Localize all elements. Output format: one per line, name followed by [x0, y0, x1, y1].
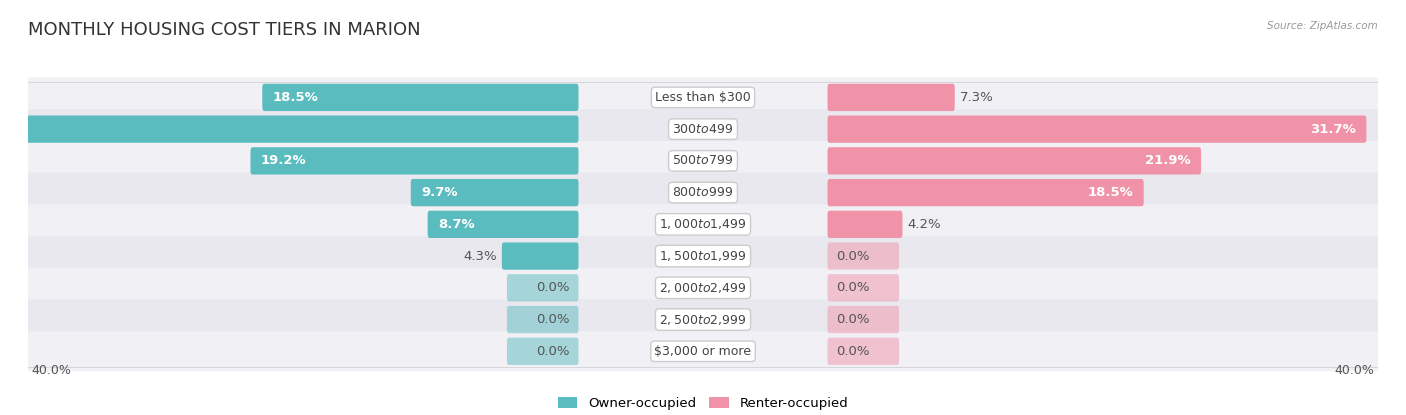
FancyBboxPatch shape [27, 173, 1379, 212]
Text: $300 to $499: $300 to $499 [672, 123, 734, 136]
Text: 4.3%: 4.3% [464, 249, 498, 263]
Text: $1,500 to $1,999: $1,500 to $1,999 [659, 249, 747, 263]
FancyBboxPatch shape [27, 204, 1379, 244]
FancyBboxPatch shape [27, 141, 1379, 181]
Text: $2,500 to $2,999: $2,500 to $2,999 [659, 312, 747, 327]
FancyBboxPatch shape [828, 179, 1143, 206]
Text: $800 to $999: $800 to $999 [672, 186, 734, 199]
FancyBboxPatch shape [828, 115, 1367, 143]
Text: $3,000 or more: $3,000 or more [655, 345, 751, 358]
FancyBboxPatch shape [250, 147, 578, 175]
Text: 19.2%: 19.2% [262, 154, 307, 167]
Text: 18.5%: 18.5% [273, 91, 319, 104]
Text: 0.0%: 0.0% [837, 313, 870, 326]
Text: 8.7%: 8.7% [439, 218, 475, 231]
Text: 7.3%: 7.3% [959, 91, 993, 104]
Text: 0.0%: 0.0% [536, 313, 569, 326]
Legend: Owner-occupied, Renter-occupied: Owner-occupied, Renter-occupied [553, 392, 853, 415]
FancyBboxPatch shape [828, 242, 898, 270]
FancyBboxPatch shape [828, 306, 898, 333]
Text: 9.7%: 9.7% [422, 186, 458, 199]
FancyBboxPatch shape [828, 274, 898, 301]
FancyBboxPatch shape [828, 338, 898, 365]
Text: 0.0%: 0.0% [837, 345, 870, 358]
FancyBboxPatch shape [27, 268, 1379, 308]
FancyBboxPatch shape [508, 274, 578, 301]
Text: 4.2%: 4.2% [907, 218, 941, 231]
Text: Source: ZipAtlas.com: Source: ZipAtlas.com [1267, 21, 1378, 31]
FancyBboxPatch shape [27, 300, 1379, 339]
FancyBboxPatch shape [27, 78, 1379, 117]
Text: Less than $300: Less than $300 [655, 91, 751, 104]
FancyBboxPatch shape [508, 338, 578, 365]
FancyBboxPatch shape [27, 109, 1379, 149]
FancyBboxPatch shape [427, 211, 578, 238]
Text: 31.7%: 31.7% [1310, 123, 1355, 136]
Text: MONTHLY HOUSING COST TIERS IN MARION: MONTHLY HOUSING COST TIERS IN MARION [28, 21, 420, 39]
FancyBboxPatch shape [828, 84, 955, 111]
FancyBboxPatch shape [27, 331, 1379, 371]
Text: 40.0%: 40.0% [1334, 364, 1375, 378]
Text: 40.0%: 40.0% [31, 364, 72, 378]
Text: $2,000 to $2,499: $2,000 to $2,499 [659, 281, 747, 295]
FancyBboxPatch shape [411, 179, 578, 206]
Text: 0.0%: 0.0% [837, 281, 870, 294]
Text: $1,000 to $1,499: $1,000 to $1,499 [659, 217, 747, 231]
FancyBboxPatch shape [27, 236, 1379, 276]
Text: 21.9%: 21.9% [1144, 154, 1191, 167]
FancyBboxPatch shape [0, 115, 578, 143]
FancyBboxPatch shape [508, 306, 578, 333]
FancyBboxPatch shape [828, 211, 903, 238]
Text: 0.0%: 0.0% [536, 345, 569, 358]
FancyBboxPatch shape [263, 84, 578, 111]
Text: 0.0%: 0.0% [837, 249, 870, 263]
FancyBboxPatch shape [502, 242, 578, 270]
Text: 18.5%: 18.5% [1087, 186, 1133, 199]
Text: 0.0%: 0.0% [536, 281, 569, 294]
Text: $500 to $799: $500 to $799 [672, 154, 734, 167]
FancyBboxPatch shape [828, 147, 1201, 175]
